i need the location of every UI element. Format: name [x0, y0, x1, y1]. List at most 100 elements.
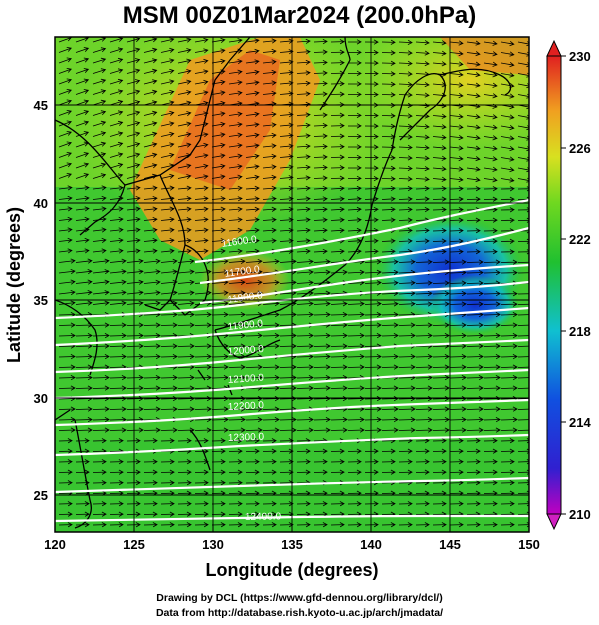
- wind-arrow: [143, 396, 161, 402]
- wind-arrow: [313, 123, 328, 129]
- wind-arrow: [245, 196, 260, 202]
- wind-arrow: [228, 122, 243, 128]
- wind-arrow: [92, 131, 107, 137]
- wind-arrow: [313, 459, 328, 465]
- wind-arrow: [364, 92, 379, 98]
- wind-arrow: [126, 396, 144, 402]
- wind-arrow: [449, 92, 464, 99]
- wind-arrow: [177, 196, 192, 202]
- x-tick-label: 120: [44, 537, 66, 552]
- wind-arrow: [143, 238, 158, 244]
- wind-arrow: [381, 196, 396, 202]
- wind-arrow: [483, 177, 498, 183]
- wind-arrow: [228, 364, 246, 370]
- wind-arrow: [109, 141, 124, 148]
- wind-arrow: [466, 124, 481, 130]
- wind-arrow: [58, 248, 73, 254]
- wind-arrow: [500, 522, 515, 528]
- wind-arrow: [58, 216, 73, 222]
- wind-arrow: [483, 448, 498, 454]
- wind-arrow: [92, 78, 107, 85]
- wind-arrow: [75, 141, 90, 148]
- wind-arrow: [415, 333, 433, 339]
- wind-arrow: [381, 92, 396, 98]
- wind-arrow: [483, 61, 498, 67]
- wind-arrow: [211, 79, 226, 86]
- wind-arrow: [432, 249, 447, 255]
- wind-arrow: [126, 152, 141, 158]
- wind-arrow: [262, 375, 280, 381]
- wind-arrow: [58, 459, 73, 465]
- wind-arrow: [313, 144, 328, 150]
- wind-arrow: [483, 207, 498, 213]
- wind-arrow: [58, 522, 73, 528]
- wind-arrow: [500, 406, 518, 412]
- wind-arrow: [58, 438, 73, 444]
- wind-arrow: [262, 312, 280, 318]
- wind-arrow: [211, 343, 229, 349]
- wind-arrow: [279, 312, 297, 318]
- wind-arrow: [262, 427, 280, 433]
- wind-arrow: [432, 228, 447, 234]
- wind-arrow: [483, 135, 498, 141]
- wind-arrow: [279, 448, 294, 454]
- wind-arrow: [58, 385, 76, 391]
- wind-arrow: [415, 406, 433, 412]
- wind-arrow: [449, 396, 467, 402]
- wind-arrow: [58, 120, 72, 127]
- wind-arrow: [160, 375, 178, 381]
- wind-arrow: [449, 333, 467, 339]
- wind-arrow: [381, 165, 396, 171]
- contour-label-8: 12300.0: [228, 432, 265, 444]
- wind-arrow: [432, 71, 447, 77]
- wind-arrow: [211, 206, 226, 212]
- wind-arrow: [194, 58, 209, 64]
- wind-arrow: [262, 406, 280, 412]
- wind-arrow: [279, 427, 297, 433]
- wind-arrow: [398, 322, 416, 328]
- wind-arrow: [126, 110, 141, 116]
- wind-arrow: [126, 290, 144, 296]
- wind-arrow: [177, 438, 192, 444]
- wind-arrow: [211, 522, 226, 528]
- wind-arrow: [500, 217, 515, 223]
- wind-arrow: [228, 480, 243, 486]
- wind-arrow: [92, 120, 107, 127]
- wind-arrow: [483, 238, 498, 244]
- wind-arrow: [109, 511, 124, 517]
- wind-arrow: [211, 300, 229, 307]
- wind-arrow: [143, 131, 158, 137]
- wind-arrow: [228, 427, 246, 433]
- wind-arrow: [296, 164, 311, 170]
- wind-arrow: [177, 132, 192, 138]
- wind-arrow: [228, 469, 243, 475]
- wind-arrow: [245, 132, 260, 138]
- wind-arrow: [415, 61, 430, 67]
- wind-arrow: [330, 60, 345, 66]
- wind-arrow: [296, 38, 311, 44]
- wind-arrow: [449, 427, 467, 433]
- wind-arrow: [364, 134, 379, 140]
- wind-arrow: [75, 333, 93, 339]
- wind-arrow: [245, 448, 260, 454]
- wind-arrow: [262, 196, 277, 202]
- wind-arrow: [262, 217, 277, 223]
- wind-arrow: [432, 290, 450, 297]
- wind-arrow: [228, 354, 246, 360]
- wind-arrow: [415, 40, 430, 46]
- wind-arrow: [177, 364, 195, 370]
- wind-arrow: [58, 195, 73, 201]
- wind-arrow: [415, 92, 430, 98]
- wind-arrow: [415, 176, 430, 182]
- wind-arrow: [126, 469, 141, 475]
- wind-arrow: [517, 261, 529, 263]
- wind-arrow: [160, 396, 178, 402]
- wind-arrow: [262, 153, 277, 160]
- wind-arrow: [296, 290, 314, 296]
- wind-arrow: [92, 162, 107, 169]
- wind-arrow: [109, 480, 124, 486]
- wind-arrow: [381, 385, 399, 391]
- wind-arrow: [177, 217, 192, 223]
- wind-arrow: [245, 280, 263, 286]
- wind-arrow: [211, 238, 226, 244]
